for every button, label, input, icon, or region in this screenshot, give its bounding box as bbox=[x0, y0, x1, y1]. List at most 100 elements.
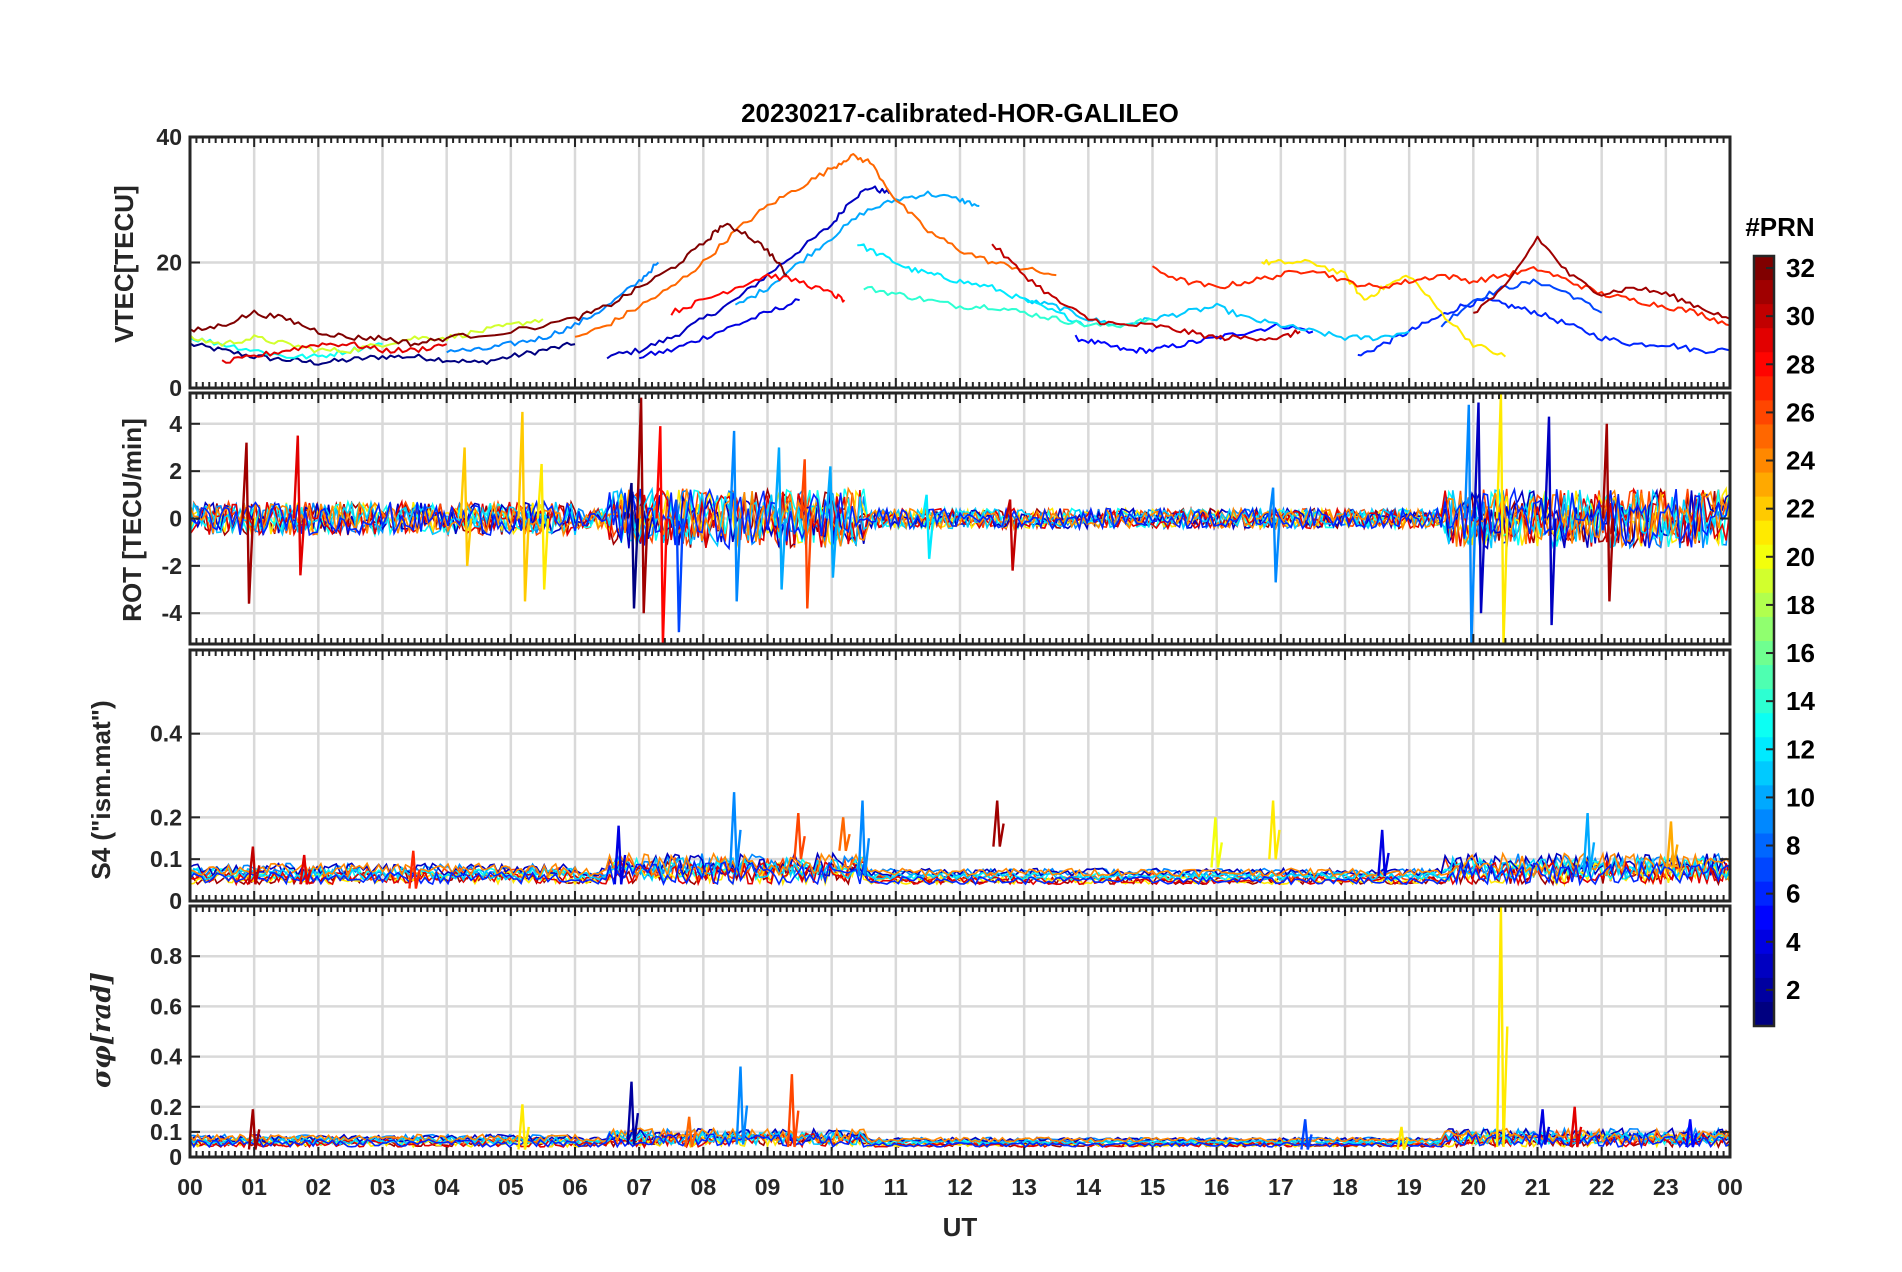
y-tick-labels: -4 -2 0 2 4 bbox=[162, 411, 183, 626]
x-tick-label: 18 bbox=[1332, 1174, 1358, 1200]
y-tick-label: 40 bbox=[156, 124, 182, 150]
colorbar-cell bbox=[1754, 592, 1774, 618]
y-axis-label-s4: S4 ("ism.mat") bbox=[86, 700, 116, 879]
panel-frame bbox=[188, 904, 1732, 1159]
spike-prn-9 bbox=[735, 1066, 749, 1145]
colorbar-cell bbox=[1754, 833, 1774, 859]
y-tick-label: -2 bbox=[162, 553, 182, 579]
series-line-prn-27 bbox=[1151, 265, 1730, 327]
spike-prn-10 bbox=[1582, 813, 1596, 872]
series-line-prn-7 bbox=[1440, 278, 1603, 328]
panel-grid bbox=[190, 650, 1730, 901]
panel-vtec: 0 20 40 VTEC[TECU] bbox=[109, 124, 1732, 401]
x-tick-label: 12 bbox=[947, 1174, 973, 1200]
x-tick-label: 14 bbox=[1076, 1174, 1102, 1200]
series-line-prn-30 bbox=[991, 243, 1301, 342]
series-line-prn-11 bbox=[190, 854, 1730, 883]
x-tick-label: 05 bbox=[498, 1174, 524, 1200]
y-tick-label: 0.4 bbox=[150, 1044, 182, 1070]
panel-lines bbox=[190, 906, 1730, 1150]
spike-prn-27 bbox=[408, 850, 421, 889]
series-line-prn-12 bbox=[857, 243, 1089, 328]
spike-prn-10 bbox=[825, 466, 838, 578]
x-tick-label: 15 bbox=[1140, 1174, 1166, 1200]
y-tick-label: 0.2 bbox=[150, 1094, 182, 1120]
spike-prn-26 bbox=[799, 459, 813, 609]
series-line-prn-25 bbox=[574, 153, 1057, 338]
colorbar-tick-label: 22 bbox=[1786, 494, 1815, 524]
x-tick-label: 23 bbox=[1653, 1174, 1679, 1200]
panel-lines bbox=[190, 792, 1730, 889]
colorbar-tick-label: 8 bbox=[1786, 831, 1800, 861]
spike-prn-22 bbox=[517, 411, 530, 602]
series-line-prn-6 bbox=[1357, 296, 1730, 357]
series-line-prn-24 bbox=[190, 1126, 1730, 1144]
spike-prn-31 bbox=[247, 1109, 261, 1150]
colorbar-cell bbox=[1754, 641, 1774, 666]
x-tick-label: 11 bbox=[884, 1174, 909, 1200]
series-line-prn-10 bbox=[734, 190, 980, 306]
colorbar-cell bbox=[1754, 1001, 1774, 1027]
colorbar-cell bbox=[1754, 929, 1774, 955]
colorbar-tick-label: 16 bbox=[1786, 638, 1815, 668]
spike-prn-23 bbox=[1665, 821, 1679, 868]
series-line-prn-32 bbox=[190, 222, 788, 347]
spike-prn-9 bbox=[1268, 487, 1281, 583]
series-line-prn-6 bbox=[190, 1131, 1730, 1150]
x-tick-label: 04 bbox=[434, 1174, 460, 1200]
y-tick-label: -4 bbox=[162, 600, 183, 626]
colorbar-cell bbox=[1754, 881, 1774, 907]
x-tick-label: 17 bbox=[1268, 1174, 1294, 1200]
colorbar-cell bbox=[1754, 809, 1774, 835]
x-tick-label: 10 bbox=[819, 1174, 845, 1200]
colorbar-tick-label: 32 bbox=[1786, 253, 1815, 283]
spike-prn-22 bbox=[459, 447, 473, 566]
spike-prn-31 bbox=[992, 800, 1005, 847]
series-line-prn-29 bbox=[221, 341, 448, 364]
spike-prn-29 bbox=[1569, 1106, 1583, 1148]
x-tick-label: 03 bbox=[370, 1174, 396, 1200]
colorbar-tick-label: 28 bbox=[1786, 349, 1815, 379]
y-tick-label: 0 bbox=[169, 506, 182, 532]
colorbar-scale bbox=[1754, 256, 1774, 1027]
colorbar-cell bbox=[1754, 544, 1774, 570]
x-tick-label: 07 bbox=[626, 1174, 652, 1200]
y-tick-label: 20 bbox=[156, 250, 182, 276]
spike-prn-25 bbox=[838, 817, 851, 852]
series-line-prn-1 bbox=[190, 341, 576, 366]
spike-prn-26 bbox=[786, 1074, 800, 1148]
y-tick-labels: 00.10.2 0.4 0.6 0.8 bbox=[150, 943, 182, 1170]
y-axis-label-vtec: VTEC[TECU] bbox=[109, 185, 139, 342]
spike-prn-30 bbox=[247, 846, 261, 885]
y-tick-label: 0.1 bbox=[150, 1119, 182, 1145]
spike-prn-21 bbox=[1495, 906, 1509, 1148]
x-axis-label: UT bbox=[943, 1212, 978, 1242]
x-tick-label: 00 bbox=[1717, 1174, 1743, 1200]
spike-prn-7 bbox=[671, 499, 684, 633]
spike-prn-2 bbox=[626, 1081, 640, 1145]
colorbar-cell bbox=[1754, 472, 1774, 498]
colorbar-cell bbox=[1754, 328, 1774, 353]
spike-prn-1 bbox=[626, 482, 640, 609]
colorbar-cell bbox=[1754, 689, 1774, 714]
spike-prn-4 bbox=[1377, 829, 1390, 877]
x-tick-label: 09 bbox=[755, 1174, 781, 1200]
y-tick-label: 4 bbox=[169, 411, 182, 437]
colorbar-cell bbox=[1754, 785, 1774, 811]
colorbar-tick-label: 24 bbox=[1786, 446, 1815, 476]
series-line-prn-13 bbox=[190, 855, 1730, 883]
spike-prn-31 bbox=[1601, 423, 1615, 602]
colorbar-cell bbox=[1754, 905, 1774, 931]
colorbar-cell bbox=[1754, 665, 1774, 690]
y-tick-label: 0.6 bbox=[150, 993, 182, 1019]
colorbar-cell bbox=[1754, 400, 1774, 426]
spike-prn-4 bbox=[1537, 1109, 1551, 1145]
x-tick-label: 22 bbox=[1589, 1174, 1615, 1200]
spike-prn-28 bbox=[655, 426, 668, 644]
spike-prn-3 bbox=[1544, 416, 1557, 626]
x-tick-label: 06 bbox=[562, 1174, 588, 1200]
y-tick-labels: 0 20 40 bbox=[156, 124, 182, 401]
panel-rot: -4 -2 0 2 4 ROT [TECU/min] bbox=[117, 391, 1732, 646]
